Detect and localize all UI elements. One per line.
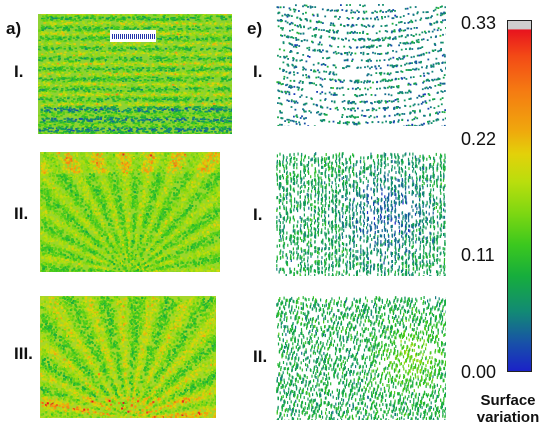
point-cloud-a-3 [40,296,216,418]
row-label-e-1: I. [253,63,262,80]
colorbar-tick-2: 0.22 [461,130,496,148]
colorbar-caption-line2: variation [466,409,550,426]
point-cloud-a-1 [38,10,232,134]
point-cloud-e-3 [276,296,446,420]
surface-variation-colorbar [507,20,532,372]
colorbar-tick-3: 0.11 [461,246,495,264]
row-label-a-2: II. [14,205,28,222]
row-label-a-3: III. [14,345,33,362]
colorbar-tick-min: 0.00 [461,363,496,381]
colorbar-tick-max: 0.33 [461,14,496,32]
row-label-e-3: II. [253,348,267,365]
point-cloud-a-2 [40,152,220,272]
colorbar-caption-line1: Surface [466,392,550,409]
row-label-a-1: I. [14,63,23,80]
colorbar-caption: Surface variation [466,392,550,426]
panel-label-e: e) [247,20,262,37]
point-cloud-e-2 [276,152,446,276]
row-label-e-2: I. [253,206,262,223]
point-cloud-e-1 [276,4,446,126]
panel-label-a: a) [6,20,21,37]
